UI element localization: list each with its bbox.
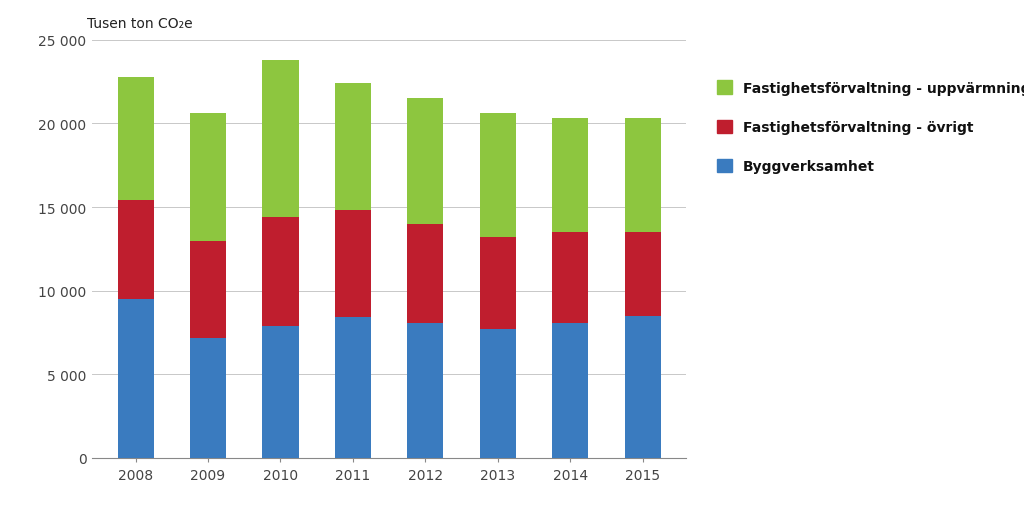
Bar [552, 119, 589, 233]
Bar [335, 84, 371, 211]
Bar [479, 238, 516, 329]
Bar [335, 318, 371, 458]
Bar [189, 241, 226, 338]
Bar [118, 77, 154, 201]
Text: Tusen ton CO₂e: Tusen ton CO₂e [87, 17, 193, 31]
Bar [408, 99, 443, 224]
Bar [118, 299, 154, 458]
Legend: Fastighetsförvaltning - uppvärmning, Fastighetsförvaltning - övrigt, Byggverksam: Fastighetsförvaltning - uppvärmning, Fas… [717, 81, 1024, 174]
Bar [262, 326, 299, 458]
Bar [552, 233, 589, 323]
Bar [625, 316, 660, 458]
Bar [625, 119, 660, 233]
Bar [479, 329, 516, 458]
Bar [262, 61, 299, 218]
Bar [408, 323, 443, 458]
Bar [335, 211, 371, 318]
Bar [625, 233, 660, 316]
Bar [552, 323, 589, 458]
Bar [189, 114, 226, 241]
Bar [262, 218, 299, 326]
Bar [189, 338, 226, 458]
Bar [118, 201, 154, 299]
Bar [408, 224, 443, 323]
Bar [479, 114, 516, 238]
